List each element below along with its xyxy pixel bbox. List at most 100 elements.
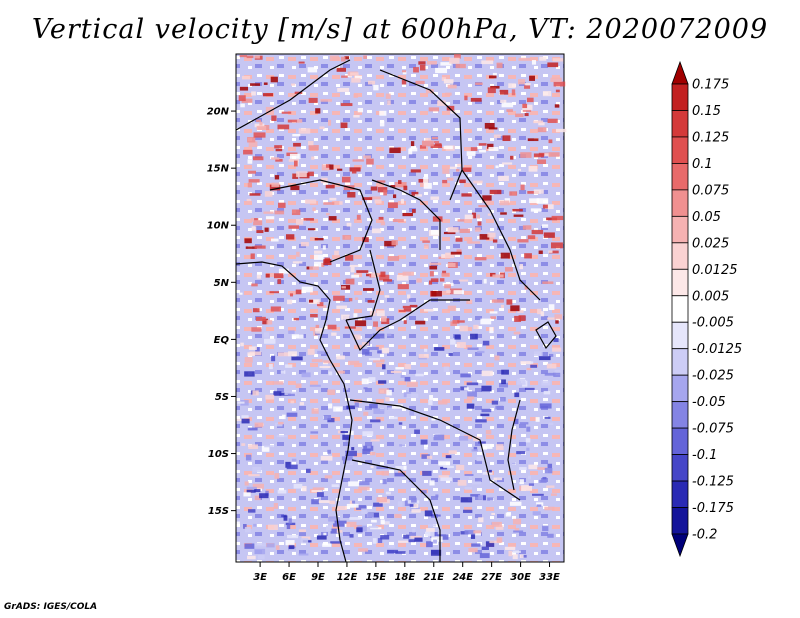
velocity-cell [491,521,502,527]
velocity-cell [526,97,534,103]
velocity-cell [403,185,408,191]
velocity-cell [479,234,490,240]
west-africa-coast [235,261,353,563]
velocity-cell [291,334,304,339]
velocity-cell [430,549,442,556]
velocity-cell [283,515,288,521]
velocity-cell [496,444,504,451]
velocity-cell [257,555,265,560]
velocity-cell [522,109,532,112]
velocity-cell [457,479,467,486]
velocity-cell [309,266,319,271]
velocity-cell [529,198,540,204]
velocity-cell [476,456,485,462]
velocity-cell [372,538,377,544]
velocity-cell [382,479,387,485]
colorbar-swatch [671,321,689,350]
velocity-cell [401,79,407,85]
velocity-cell [498,382,509,388]
velocity-cell [520,184,525,191]
velocity-cell [431,536,443,542]
velocity-cell [504,198,510,203]
velocity-cell [253,220,263,226]
velocity-cell [530,208,542,212]
velocity-cell [485,541,495,547]
velocity-cell [247,159,253,164]
velocity-cell [253,132,266,138]
velocity-cell [456,249,462,254]
velocity-cell [429,271,434,277]
velocity-cell [285,364,293,368]
velocity-cell [394,514,402,518]
x-tick-label: 27E [481,572,502,583]
velocity-cell [415,320,426,325]
velocity-cell [442,179,448,184]
velocity-cell [444,284,451,289]
velocity-cell [376,310,385,317]
velocity-cell [298,128,311,134]
coastlines [235,59,557,563]
velocity-cell [334,520,347,524]
velocity-cell [421,490,427,494]
velocity-cell [325,184,335,189]
velocity-cell [464,473,474,476]
border-lakechad [371,179,441,250]
velocity-cell [371,272,377,278]
velocity-cell [295,218,304,225]
velocity-cell [323,360,332,364]
velocity-cell [471,449,479,452]
velocity-cell [410,535,422,539]
velocity-cell [482,495,486,501]
velocity-cell [356,270,369,273]
velocity-cell [262,318,269,325]
velocity-cell [490,316,497,319]
velocity-cell [277,124,290,130]
velocity-cell [323,415,332,420]
velocity-cell [446,105,455,111]
velocity-cell [346,521,357,528]
velocity-cell [544,467,553,474]
velocity-cell [353,334,361,340]
velocity-cell [362,448,371,455]
velocity-cell [314,261,324,267]
velocity-cell [387,256,400,261]
velocity-cell [390,416,398,420]
velocity-cell [533,153,544,158]
velocity-cell [296,171,307,178]
velocity-cell [414,194,422,197]
velocity-cell [318,500,330,503]
velocity-cell [368,358,381,361]
velocity-cell [346,503,359,508]
velocity-cell [519,422,529,425]
velocity-cell [526,426,531,432]
velocity-cell [513,530,524,533]
velocity-cell [380,519,385,525]
y-axis: 20N 15N 10N 5N EQ 5S 10S 15S [207,107,236,517]
velocity-cell [490,85,500,89]
velocity-cell [517,310,524,313]
x-tick-label: 21E [423,572,444,583]
velocity-cell [411,209,416,214]
velocity-cell [539,356,551,361]
velocity-cell [548,250,559,254]
velocity-cell [267,524,278,531]
velocity-cell [411,191,419,196]
velocity-cell [443,465,454,469]
velocity-cell [446,290,451,293]
velocity-cell [312,487,325,490]
velocity-cell [500,304,505,309]
velocity-cell [397,501,403,507]
velocity-cell [404,363,411,370]
velocity-cell [301,536,311,540]
velocity-cell [535,417,540,422]
velocity-cell [337,430,342,434]
velocity-cell [273,502,278,509]
velocity-cell [298,61,305,64]
velocity-cell [278,421,284,425]
velocity-cell [354,320,367,327]
colorbar-label: 0.0125 [692,263,738,278]
velocity-cell [395,466,404,470]
velocity-cell [397,284,409,290]
velocity-cell [311,156,315,160]
velocity-cell [310,431,319,434]
